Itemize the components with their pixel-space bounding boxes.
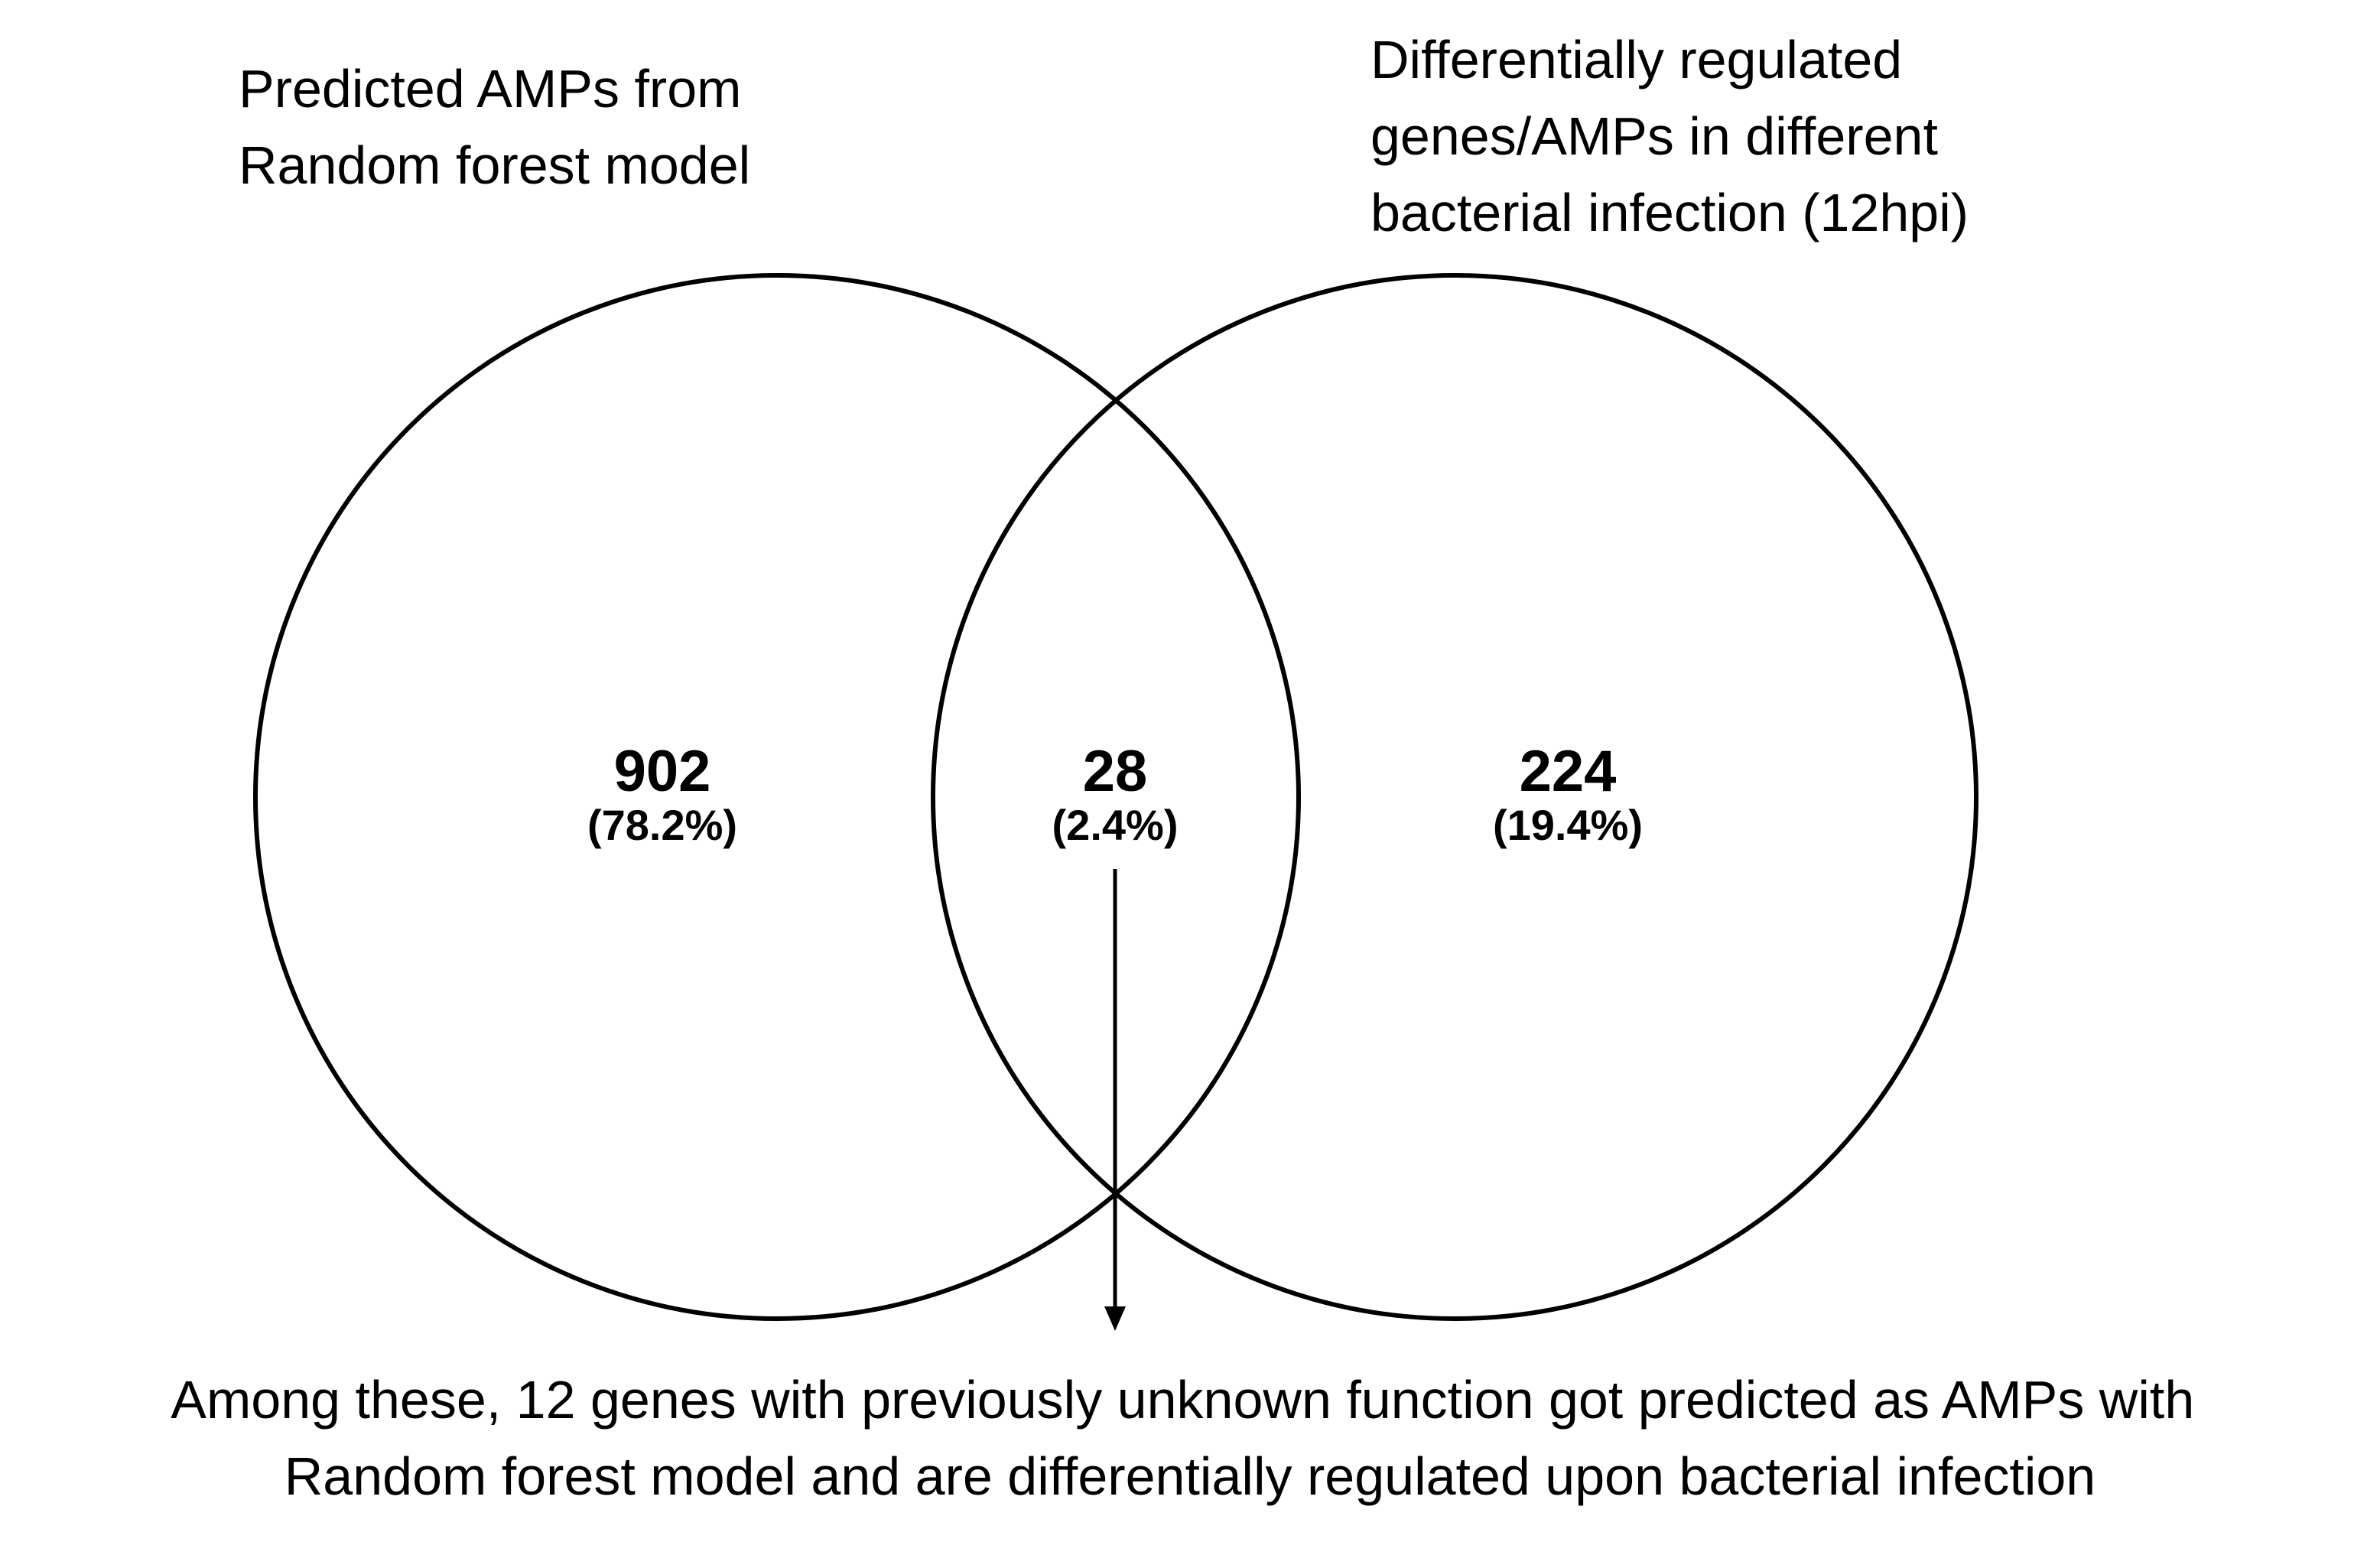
left-only-percent: (78.2%) <box>587 801 737 849</box>
overlap-count: 28 <box>1083 739 1148 804</box>
left-only-count: 902 <box>614 739 711 804</box>
caption-line-1: Among these, 12 genes with previously un… <box>171 1370 2194 1430</box>
right-set-title-line-2: genes/AMPs in different <box>1370 106 1938 166</box>
overlap-arrow-head <box>1104 1306 1126 1331</box>
right-set-title: Differentially regulated genes/AMPs in d… <box>1370 30 1969 242</box>
left-set-title: Predicted AMPs from Random forest model <box>239 59 756 195</box>
right-only-count: 224 <box>1520 739 1617 804</box>
left-set-title-line-2: Random forest model <box>239 135 750 195</box>
right-set-title-line-1: Differentially regulated <box>1370 30 1902 89</box>
left-set-circle <box>253 273 1301 1321</box>
overlap-percent: (2.4%) <box>1052 801 1179 849</box>
caption-line-2: Random forest model and are differential… <box>284 1446 2096 1506</box>
caption: Among these, 12 genes with previously un… <box>171 1370 2209 1506</box>
right-set-title-line-3: bacterial infection (12hpi) <box>1370 183 1969 242</box>
right-only-percent: (19.4%) <box>1493 801 1643 849</box>
right-set-circle <box>931 273 1978 1321</box>
left-set-title-line-1: Predicted AMPs from <box>239 59 741 119</box>
